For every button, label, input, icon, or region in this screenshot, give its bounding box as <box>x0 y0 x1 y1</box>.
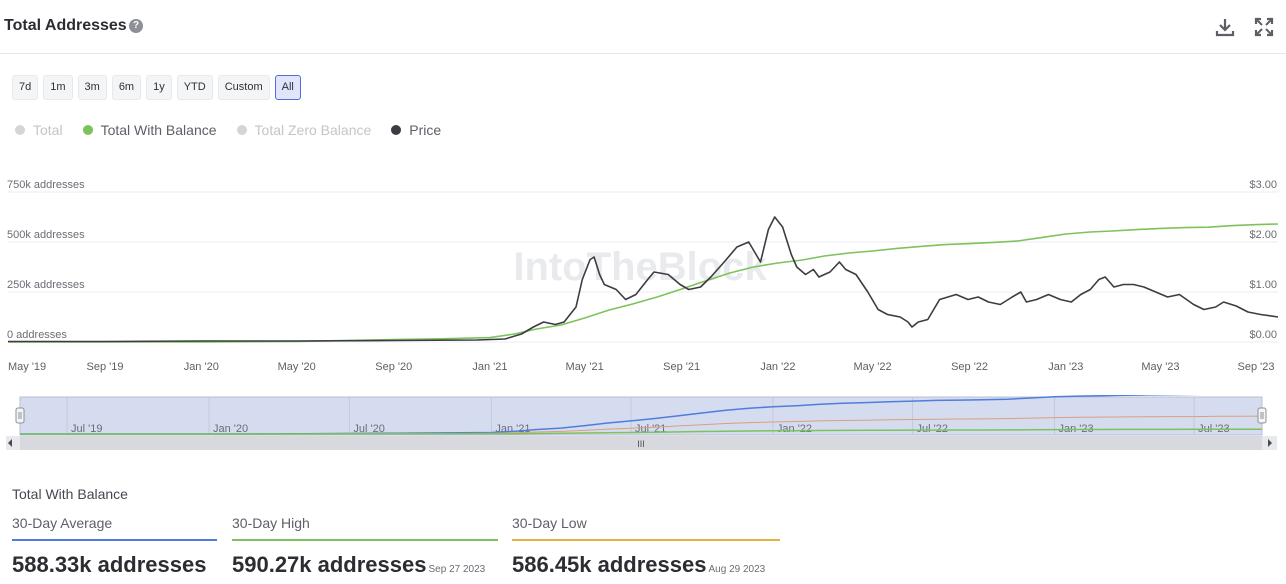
legend-dot <box>391 125 402 135</box>
x-axis-tick-label: May '23 <box>1141 361 1179 373</box>
stat-value: 586.45k addresses Aug 29 2023 <box>512 552 766 577</box>
x-axis-tick-label: Sep '19 <box>87 361 124 373</box>
price-line <box>8 216 1279 343</box>
x-axis-tick-label: May '21 <box>566 361 604 373</box>
legend-label: Total <box>33 122 63 138</box>
legend-dot <box>236 125 247 135</box>
range-selector: 7d 1m 3m 6m 1y YTD Custom All <box>12 75 301 100</box>
navigator-right-handle[interactable] <box>1257 407 1267 424</box>
scroll-right-arrow-icon[interactable] <box>1268 439 1272 447</box>
watermark: IntoTheBlock <box>513 245 767 289</box>
legend-item-price[interactable]: Price <box>391 122 441 138</box>
main-chart[interactable]: 0 addresses 250k addresses 500k addresses 7… <box>0 170 1286 375</box>
y-axis-right-tick-label: $0.00 <box>1249 329 1277 341</box>
legend-dot <box>15 125 25 135</box>
stat-label: 30-Day Low <box>512 515 587 531</box>
x-axis-tick-label: Sep '20 <box>375 361 412 373</box>
navigator-total-line <box>20 395 1202 435</box>
stats-panel: Total With Balance 30-Day Average 588.33… <box>12 486 1282 577</box>
legend-item-total[interactable]: Total <box>15 122 63 138</box>
stat-underline <box>512 539 780 541</box>
x-axis-tick-label: Jan '22 <box>760 361 795 373</box>
range-7d-button[interactable]: 7d <box>12 75 39 100</box>
stat-underline <box>12 539 217 541</box>
stat-30-day-high: 30-Day High 590.27k addresses Sep 27 2023 <box>232 515 498 578</box>
help-icon[interactable]: ? <box>129 19 143 33</box>
range-ytd-button[interactable]: YTD <box>176 75 213 100</box>
range-1m-button[interactable]: 1m <box>43 75 73 100</box>
x-axis-tick-label: Jan '23 <box>1048 361 1083 373</box>
chart-legend: Total Total With Balance Total Zero Bala… <box>15 122 441 138</box>
x-axis-tick-label: Sep '21 <box>663 361 700 373</box>
legend-label: Total Zero Balance <box>254 122 372 138</box>
navigator-tick-label: Jan '20 <box>213 423 248 435</box>
navigator-tick-label: Jul '20 <box>353 423 384 435</box>
stat-date: Aug 29 2023 <box>708 564 766 575</box>
stat-label: 30-Day Average <box>12 515 113 531</box>
legend-item-total-zero-balance[interactable]: Total Zero Balance <box>236 122 372 138</box>
x-axis-tick-label: Sep '23 <box>1238 361 1275 373</box>
stat-30-day-low: 30-Day Low 586.45k addresses Aug 29 2023 <box>512 515 780 578</box>
total-with-balance-line <box>8 223 1279 343</box>
x-axis-tick-label: May '19 <box>8 361 46 373</box>
stats-title: Total With Balance <box>12 486 128 502</box>
stat-underline <box>232 539 498 541</box>
navigator-selection <box>19 396 1263 436</box>
stat-label: 30-Day High <box>232 515 310 531</box>
y-axis-left-tick-label: 750k addresses <box>7 179 85 191</box>
stat-date: Sep 27 2023 <box>428 564 486 575</box>
legend-item-total-with-balance[interactable]: Total With Balance <box>82 122 217 138</box>
range-1y-button[interactable]: 1y <box>146 75 172 100</box>
stat-value: 590.27k addresses Sep 27 2023 <box>232 552 486 577</box>
x-axis-tick-label: Jan '20 <box>184 361 219 373</box>
range-6m-button[interactable]: 6m <box>111 75 142 100</box>
chart-header: Total Addresses ? <box>0 0 1286 54</box>
range-custom-button[interactable]: Custom <box>217 75 270 100</box>
range-all-button[interactable]: All <box>274 75 301 100</box>
legend-label: Price <box>409 122 442 138</box>
navigator-scrollbar-thumb[interactable] <box>20 436 1262 450</box>
x-axis-tick-label: Jan '21 <box>472 361 507 373</box>
y-axis-left-tick-label: 250k addresses <box>7 279 85 291</box>
x-axis-tick-label: May '22 <box>853 361 891 373</box>
range-navigator[interactable]: Jul '19 Jan '20 Jul '20 Jan '21 Jul '21 Jan '… <box>0 395 1286 453</box>
legend-label: Total With Balance <box>100 122 217 138</box>
x-axis-tick-label: May '20 <box>278 361 316 373</box>
download-icon[interactable] <box>1215 17 1235 37</box>
y-axis-right-tick-label: $1.00 <box>1249 279 1277 291</box>
scrollbar-grip-icon: III <box>637 439 645 449</box>
navigator-tick-label: Jul '22 <box>917 423 948 435</box>
fullscreen-icon[interactable] <box>1254 17 1274 37</box>
navigator-balance-line <box>20 428 1262 435</box>
scroll-left-arrow-icon[interactable] <box>8 439 12 447</box>
y-axis-right-tick-label: $2.00 <box>1249 229 1277 241</box>
legend-dot <box>82 125 93 135</box>
y-axis-right-tick-label: $3.00 <box>1249 179 1277 191</box>
y-axis-left-tick-label: 500k addresses <box>7 229 85 241</box>
stat-value: 588.33k addresses <box>12 552 207 577</box>
navigator-tick-label: Jan '22 <box>777 423 812 435</box>
y-axis-left-tick-label: 0 addresses <box>7 329 67 341</box>
x-axis-tick-label: Sep '22 <box>951 361 988 373</box>
stat-30-day-average: 30-Day Average 588.33k addresses <box>12 515 217 578</box>
chart-title: Total Addresses <box>4 17 127 34</box>
navigator-left-handle[interactable] <box>15 407 25 424</box>
range-3m-button[interactable]: 3m <box>77 75 107 100</box>
navigator-tick-label: Jul '21 <box>635 423 666 435</box>
navigator-tick-label: Jul '19 <box>71 423 102 435</box>
